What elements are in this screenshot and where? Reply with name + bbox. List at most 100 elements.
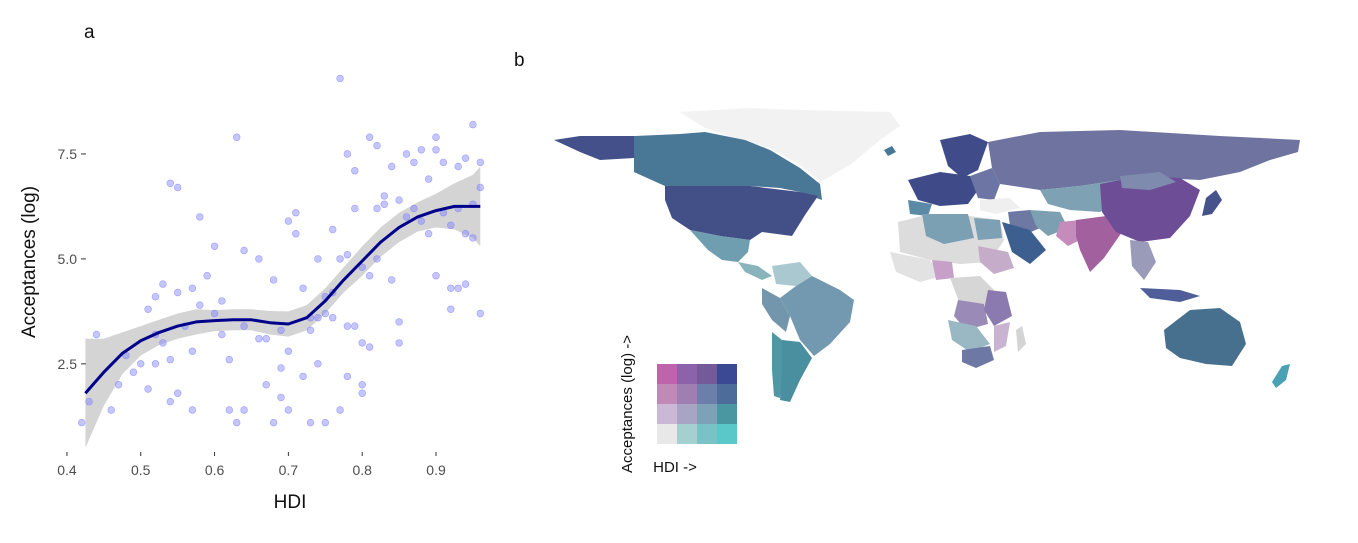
scatter-point	[240, 406, 248, 414]
country-madagascar	[1016, 326, 1026, 352]
scatter-point	[233, 133, 241, 141]
scatter-point	[410, 204, 418, 213]
scatter-point	[343, 372, 352, 381]
region-western-europe	[908, 172, 978, 206]
panel-label-b: b	[514, 50, 525, 71]
region-west-africa	[890, 252, 942, 282]
scatter-point	[292, 209, 300, 217]
scatter-point	[469, 234, 477, 242]
country-turkey	[980, 198, 1020, 214]
scatter-point	[299, 372, 307, 381]
x-axis-title: HDI	[274, 492, 307, 513]
region-central-africa	[950, 276, 994, 306]
scatter-point	[410, 158, 418, 167]
scatter-point	[114, 381, 123, 389]
confidence-band-area	[85, 166, 481, 448]
scatter-point	[321, 309, 329, 318]
legend-cell	[657, 384, 677, 404]
scatter-point	[358, 389, 366, 397]
country-mexico	[690, 230, 750, 262]
country-spain	[908, 200, 932, 216]
scatter-point	[395, 339, 403, 347]
country-usa	[665, 186, 818, 240]
scatter-point	[365, 343, 374, 351]
scatter-point	[151, 293, 160, 301]
x-tick-label: 0.4	[57, 462, 77, 478]
scatter-point	[174, 389, 182, 397]
scatter-point	[336, 255, 344, 263]
country-indonesia	[1140, 288, 1200, 302]
scatter-point	[210, 309, 219, 318]
country-brazil	[780, 276, 854, 356]
scatter-point	[395, 196, 403, 204]
scatter-point	[218, 297, 226, 305]
scatter-point	[196, 213, 204, 221]
scatter-point	[314, 255, 322, 263]
scatter-point	[269, 418, 278, 427]
legend-cell	[717, 404, 737, 424]
scatter-point	[380, 200, 388, 209]
legend-cell	[677, 364, 697, 384]
scatter-point	[388, 162, 396, 171]
region-southeast-asia	[1130, 240, 1156, 280]
scatter-point	[402, 213, 411, 221]
y-axis-ticks: 2.5 5.0 7.5	[58, 146, 86, 372]
x-tick-label: 0.8	[352, 462, 372, 478]
scatter-point	[373, 255, 381, 263]
scatter-point	[321, 418, 329, 427]
scatter-point	[159, 280, 167, 288]
region-andes	[762, 288, 790, 332]
scatter-point	[151, 360, 160, 368]
country-south-africa	[962, 346, 994, 368]
region-eastern-europe	[970, 168, 1000, 200]
scatter-point	[225, 406, 234, 414]
scatter-point	[388, 276, 396, 284]
legend-cell	[657, 404, 677, 424]
scatter-point	[373, 141, 381, 150]
scatter-point	[373, 204, 381, 213]
scatter-point	[417, 146, 425, 154]
country-mozambique	[994, 322, 1010, 352]
scatter-point	[380, 192, 388, 200]
scatter-point	[351, 322, 359, 330]
scatter-point	[233, 418, 241, 427]
scatter-point	[461, 280, 470, 288]
scatter-point	[196, 301, 204, 309]
world-map-panel: b	[514, 50, 1300, 476]
scatter-point	[469, 120, 477, 129]
scatter-point	[188, 406, 197, 414]
scatter-point	[476, 309, 484, 318]
scatter-point	[343, 322, 352, 330]
scatter-point	[365, 272, 374, 280]
scatter-point	[255, 335, 263, 343]
x-axis-ticks: 0.4 0.5 0.6 0.7 0.8 0.9	[57, 452, 446, 478]
scatter-point	[144, 385, 152, 393]
country-alaska	[554, 136, 634, 160]
scatter-point	[365, 133, 374, 141]
scatter-point	[432, 133, 440, 141]
scatter-point	[358, 381, 366, 389]
world-map	[554, 108, 1300, 402]
scatter-point	[240, 246, 248, 255]
region-east-africa-south	[984, 290, 1012, 326]
scatter-point	[210, 242, 219, 251]
country-canada	[634, 132, 822, 200]
scatter-point	[129, 368, 138, 376]
scatter-point	[432, 272, 440, 280]
panel-label-a: a	[84, 22, 95, 43]
scatter-point	[107, 406, 115, 414]
scatter-point	[166, 397, 175, 406]
scatter-point	[447, 221, 455, 230]
scatter-points	[77, 74, 484, 427]
scatter-point	[329, 314, 337, 322]
scatter-point	[174, 183, 182, 192]
region-maghreb	[922, 214, 974, 244]
scatter-point	[395, 318, 403, 326]
scatter-point	[417, 217, 425, 225]
scatter-point	[292, 230, 300, 238]
scatter-point	[343, 150, 352, 158]
legend-cell	[677, 404, 697, 424]
scatter-point	[447, 284, 455, 292]
country-chile	[772, 332, 782, 398]
legend-x-label: HDI ->	[653, 459, 697, 476]
